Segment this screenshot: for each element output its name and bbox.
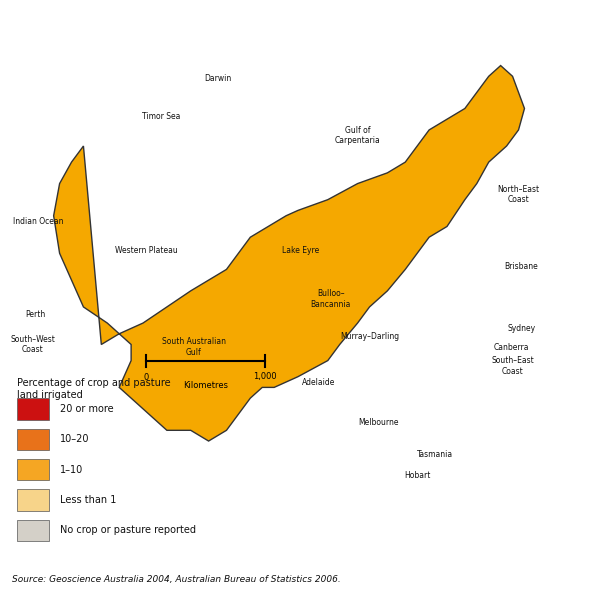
Text: South Australian
Gulf: South Australian Gulf <box>162 337 226 357</box>
Text: Adelaide: Adelaide <box>302 377 336 387</box>
Bar <box>17 459 49 480</box>
Text: 20 or more: 20 or more <box>60 404 114 414</box>
Text: No crop or pasture reported: No crop or pasture reported <box>60 526 196 535</box>
Text: Tasmania: Tasmania <box>417 450 453 459</box>
Text: Percentage of crop and pasture
land irrigated: Percentage of crop and pasture land irri… <box>17 378 171 400</box>
Text: Perth: Perth <box>26 311 46 319</box>
Text: South–East
Coast: South–East Coast <box>491 356 534 375</box>
Text: 0: 0 <box>144 372 148 381</box>
Text: 1–10: 1–10 <box>60 465 83 474</box>
Text: Timor Sea: Timor Sea <box>142 112 180 121</box>
Text: Bulloo–
Bancannia: Bulloo– Bancannia <box>311 289 351 309</box>
Bar <box>17 398 49 420</box>
Bar <box>17 489 49 511</box>
Bar <box>17 429 49 450</box>
Text: Murray–Darling: Murray–Darling <box>340 332 399 341</box>
Text: Source: Geoscience Australia 2004, Australian Bureau of Statistics 2006.: Source: Geoscience Australia 2004, Austr… <box>12 575 341 584</box>
Text: North–East
Coast: North–East Coast <box>498 185 539 204</box>
Text: Brisbane: Brisbane <box>505 262 538 271</box>
Text: 10–20: 10–20 <box>60 434 89 444</box>
Text: Less than 1: Less than 1 <box>60 495 117 505</box>
Text: South–West
Coast: South–West Coast <box>10 335 55 354</box>
Bar <box>17 520 49 541</box>
Text: Lake Eyre: Lake Eyre <box>283 246 319 255</box>
Text: Hobart: Hobart <box>404 471 430 480</box>
Text: Canberra: Canberra <box>493 343 529 352</box>
Text: Kilometres: Kilometres <box>183 381 228 390</box>
Text: Western Plateau: Western Plateau <box>114 246 178 255</box>
Polygon shape <box>54 66 524 441</box>
Text: 1,000: 1,000 <box>253 372 277 381</box>
Text: Sydney: Sydney <box>507 324 536 333</box>
Text: Melbourne: Melbourne <box>358 418 399 427</box>
Text: Darwin: Darwin <box>204 74 231 83</box>
Text: Gulf of
Carpentaria: Gulf of Carpentaria <box>335 126 380 145</box>
Text: Indian Ocean: Indian Ocean <box>14 216 64 226</box>
